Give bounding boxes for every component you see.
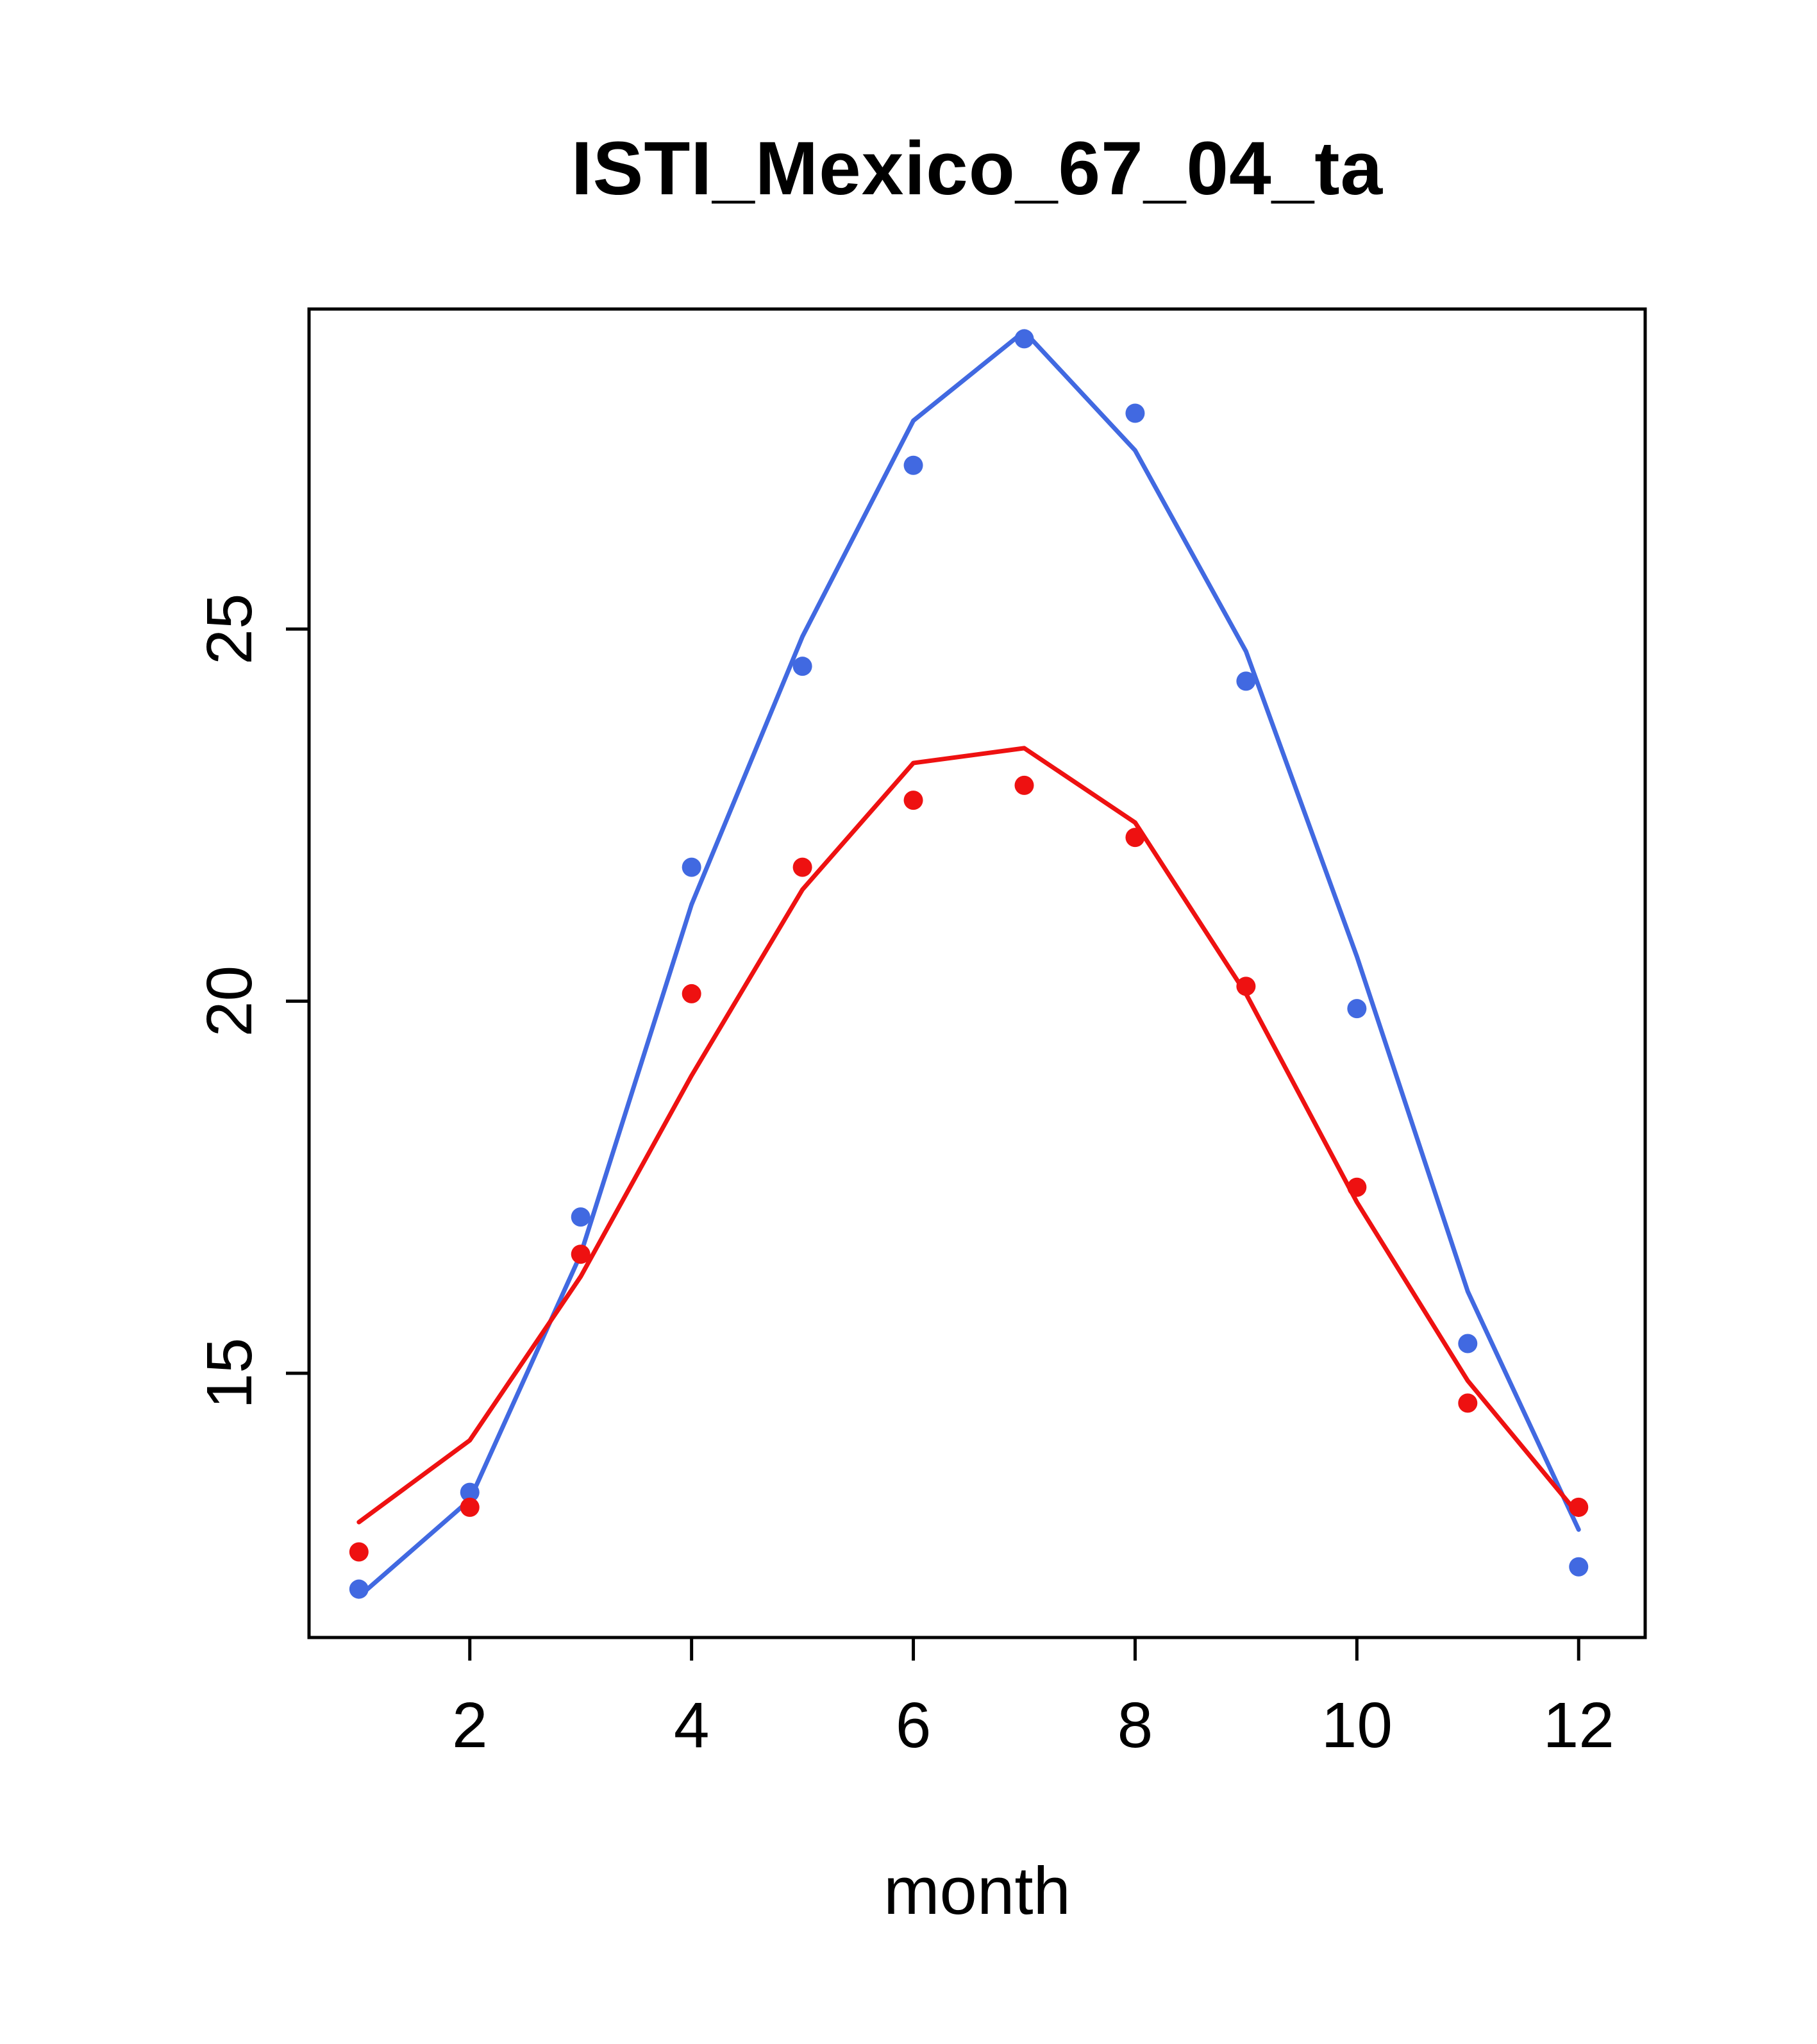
- red-points-marker: [460, 1497, 480, 1517]
- red-points-marker: [1014, 775, 1034, 795]
- red-points-marker: [1347, 1177, 1367, 1197]
- x-tick-label: 4: [674, 1689, 710, 1761]
- y-tick-label: 25: [194, 594, 265, 665]
- blue-points-marker: [1458, 1334, 1478, 1353]
- x-tick-label: 6: [896, 1689, 932, 1761]
- blue-points-marker: [682, 857, 701, 877]
- blue-points-marker: [571, 1207, 590, 1227]
- blue-line-fit: [356, 329, 1581, 1599]
- red-points-marker: [792, 857, 812, 877]
- blue-points-marker: [792, 657, 812, 676]
- y-tick-label: 15: [194, 1337, 265, 1409]
- x-tick-label: 12: [1543, 1689, 1614, 1761]
- blue-points-marker: [349, 1579, 369, 1599]
- red-points-marker: [571, 1244, 590, 1264]
- red-points-marker: [1569, 1497, 1589, 1517]
- blue-points-marker: [1014, 329, 1034, 349]
- blue-points-marker: [1236, 671, 1256, 691]
- red-points-marker: [1236, 976, 1256, 996]
- x-tick-label: 2: [452, 1689, 488, 1761]
- blue-points-marker: [1125, 403, 1145, 423]
- red-line-fit: [356, 746, 1581, 1525]
- chart-title: ISTI_Mexico_67_04_ta: [571, 126, 1384, 211]
- x-tick-label: 8: [1118, 1689, 1153, 1761]
- red-points-marker: [349, 1542, 369, 1562]
- red-points-marker: [903, 791, 923, 810]
- blue-points-marker: [903, 455, 923, 475]
- red-points-marker: [1458, 1393, 1478, 1413]
- blue-points-marker: [1347, 999, 1367, 1019]
- x-axis-label: month: [883, 1854, 1071, 1929]
- blue-points-marker: [1569, 1557, 1589, 1577]
- red-points-marker: [682, 984, 701, 1003]
- plot-border: [307, 307, 1647, 1639]
- x-tick-label: 10: [1321, 1689, 1393, 1761]
- red-points-marker: [1125, 828, 1145, 848]
- blue-points-marker: [460, 1482, 480, 1502]
- y-tick-label: 20: [194, 966, 265, 1037]
